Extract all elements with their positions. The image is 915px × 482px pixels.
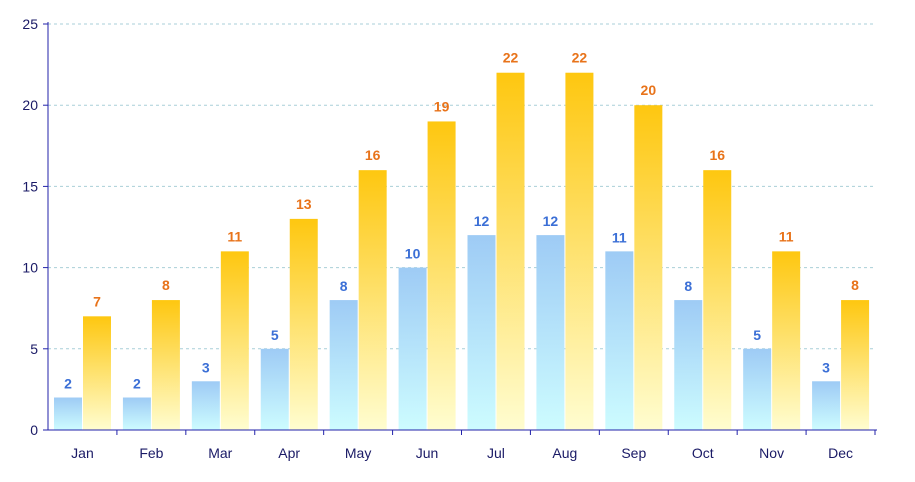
data-label-low: 11: [612, 229, 627, 245]
data-label-low: 12: [543, 213, 559, 229]
x-tick-label: Aug: [552, 445, 577, 461]
y-tick-label: 15: [22, 178, 38, 194]
x-tick-label: Dec: [828, 445, 853, 461]
bar-high-sep: [634, 105, 663, 430]
bar-high-dec: [841, 300, 870, 430]
bar-low-jul: [467, 235, 496, 430]
x-tick-label: Jan: [71, 445, 94, 461]
data-label-low: 2: [64, 376, 72, 392]
data-label-high: 7: [93, 293, 101, 309]
x-tick-label: Oct: [692, 445, 714, 461]
x-tick-label: Sep: [621, 445, 646, 461]
bar-high-jul: [496, 72, 525, 430]
data-label-high: 13: [296, 196, 312, 212]
bar-low-dec: [812, 381, 841, 430]
data-label-high: 8: [851, 277, 859, 293]
x-tick-label: Jun: [416, 445, 439, 461]
y-tick-label: 0: [30, 422, 38, 438]
bar-low-mar: [191, 381, 220, 430]
bar-low-may: [329, 300, 358, 430]
x-tick-label: May: [345, 445, 371, 461]
axes: [43, 22, 877, 435]
bar-high-aug: [565, 72, 594, 430]
labels: 0 5 10 15 20 25 2 7 Jan 2 8 Feb 3 11 Mar 5 13 Apr 8 16 May 10…: [22, 16, 859, 461]
data-label-high: 16: [709, 147, 725, 163]
data-label-high: 11: [779, 228, 794, 244]
data-label-low: 5: [753, 327, 761, 343]
bar-low-feb: [122, 397, 151, 430]
x-tick-label: Feb: [139, 445, 163, 461]
bar-low-aug: [536, 235, 565, 430]
bar-low-jun: [398, 267, 427, 430]
x-tick-label: Mar: [208, 445, 232, 461]
data-label-high: 22: [572, 50, 588, 66]
data-label-low: 5: [271, 327, 279, 343]
x-tick-label: Nov: [759, 445, 784, 461]
bar-low-nov: [743, 348, 772, 430]
bar-high-nov: [772, 251, 801, 430]
data-label-low: 3: [822, 359, 830, 375]
y-tick-label: 5: [30, 341, 38, 357]
data-label-low: 10: [405, 246, 421, 262]
data-label-high: 20: [641, 82, 657, 98]
data-label-high: 8: [162, 277, 170, 293]
data-label-high: 22: [503, 50, 519, 66]
bar-high-jun: [427, 121, 456, 430]
y-tick-label: 10: [22, 260, 38, 276]
data-label-low: 8: [684, 278, 692, 294]
bar-low-apr: [260, 348, 289, 430]
bars: [54, 72, 870, 430]
bar-high-apr: [289, 218, 318, 430]
x-tick-label: Jul: [487, 445, 505, 461]
bar-high-may: [358, 170, 387, 430]
bar-high-oct: [703, 170, 732, 430]
data-label-high: 11: [227, 228, 242, 244]
data-label-low: 2: [133, 376, 141, 392]
y-tick-label: 25: [22, 16, 38, 32]
data-label-low: 8: [340, 278, 348, 294]
bar-high-mar: [220, 251, 249, 430]
data-label-low: 12: [474, 213, 490, 229]
data-label-high: 16: [365, 147, 381, 163]
x-tick-label: Apr: [278, 445, 300, 461]
bar-low-jan: [54, 397, 82, 430]
bar-high-feb: [151, 300, 180, 430]
bar-low-oct: [674, 300, 703, 430]
bar-high-jan: [83, 316, 111, 430]
data-label-low: 3: [202, 359, 210, 375]
data-label-high: 19: [434, 98, 450, 114]
y-tick-label: 20: [22, 97, 38, 113]
bar-low-sep: [605, 251, 634, 430]
